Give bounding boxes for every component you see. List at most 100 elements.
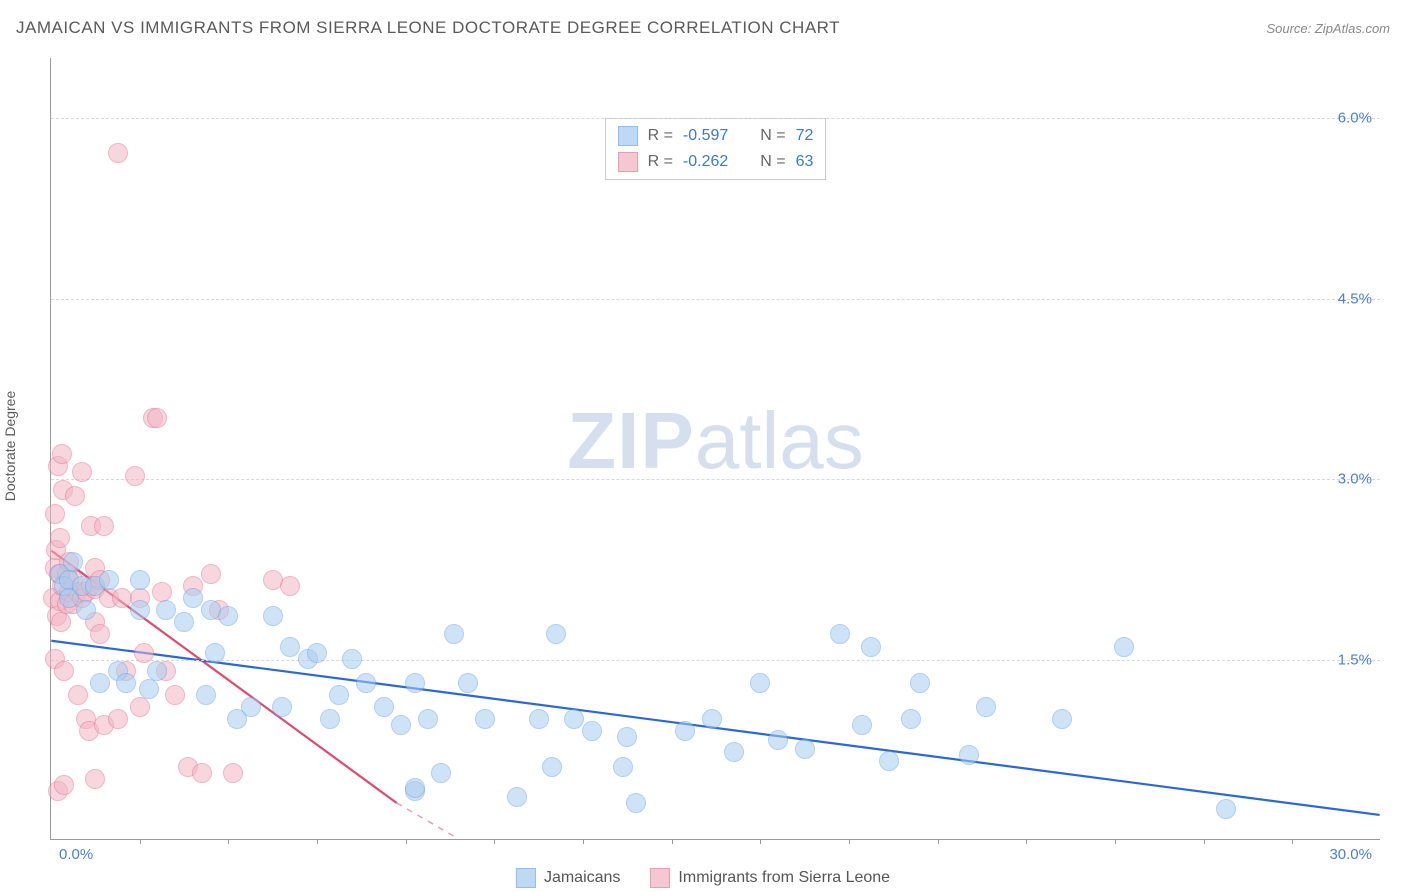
scatter-point-jamaicans (768, 730, 788, 750)
scatter-point-sierra_leone (51, 612, 71, 632)
gridline (51, 479, 1380, 480)
stats-r-value: -0.597 (683, 127, 728, 145)
x-tick-mark (1026, 839, 1027, 844)
scatter-point-sierra_leone (85, 769, 105, 789)
scatter-point-sierra_leone (130, 697, 150, 717)
scatter-point-jamaicans (391, 715, 411, 735)
scatter-point-sierra_leone (68, 685, 88, 705)
stats-r-value: -0.262 (683, 153, 728, 171)
scatter-point-jamaicans (405, 778, 425, 798)
plot-area: ZIPatlas 0.0% 30.0% R =-0.597N =72R =-0.… (50, 58, 1380, 840)
scatter-point-jamaicans (702, 709, 722, 729)
scatter-point-sierra_leone (165, 685, 185, 705)
x-tick-mark (1115, 839, 1116, 844)
x-tick-mark (583, 839, 584, 844)
scatter-point-jamaicans (852, 715, 872, 735)
stats-n-label: N = (760, 153, 785, 171)
scatter-point-jamaicans (542, 757, 562, 777)
scatter-point-jamaicans (139, 679, 159, 699)
stats-n-value: 63 (796, 153, 814, 171)
scatter-point-jamaicans (130, 600, 150, 620)
scatter-point-jamaicans (99, 570, 119, 590)
scatter-point-jamaicans (861, 637, 881, 657)
correlation-stats-box: R = -0.597 N = 72 R = -0.262 N = 63 (605, 118, 827, 180)
scatter-point-jamaicans (750, 673, 770, 693)
scatter-point-jamaicans (564, 709, 584, 729)
scatter-point-jamaicans (724, 742, 744, 762)
x-tick-mark (672, 839, 673, 844)
scatter-point-sierra_leone (50, 528, 70, 548)
legend-label-sierra-leone: Immigrants from Sierra Leone (678, 869, 890, 887)
scatter-point-jamaicans (356, 673, 376, 693)
stats-n-value: 72 (796, 127, 814, 145)
watermark-light: atlas (695, 396, 864, 485)
gridline (51, 118, 1380, 119)
scatter-point-jamaicans (475, 709, 495, 729)
scatter-point-jamaicans (405, 673, 425, 693)
scatter-point-jamaicans (795, 739, 815, 759)
x-max-label: 30.0% (1329, 846, 1372, 863)
scatter-point-jamaicans (626, 793, 646, 813)
scatter-point-jamaicans (529, 709, 549, 729)
scatter-point-jamaicans (280, 637, 300, 657)
scatter-point-jamaicans (374, 697, 394, 717)
x-tick-mark (406, 839, 407, 844)
scatter-point-jamaicans (976, 697, 996, 717)
scatter-point-sierra_leone (192, 763, 212, 783)
scatter-point-jamaicans (458, 673, 478, 693)
scatter-point-jamaicans (342, 649, 362, 669)
stats-r-label: R = (648, 127, 673, 145)
x-tick-mark (938, 839, 939, 844)
scatter-point-sierra_leone (45, 504, 65, 524)
x-tick-mark (317, 839, 318, 844)
scatter-point-jamaicans (582, 721, 602, 741)
y-tick-label: 3.0% (1338, 471, 1372, 488)
chart-title: JAMAICAN VS IMMIGRANTS FROM SIERRA LEONE… (16, 18, 840, 38)
scatter-point-sierra_leone (54, 775, 74, 795)
scatter-point-sierra_leone (65, 486, 85, 506)
scatter-point-sierra_leone (201, 564, 221, 584)
scatter-point-jamaicans (1114, 637, 1134, 657)
scatter-point-sierra_leone (108, 143, 128, 163)
scatter-point-jamaicans (675, 721, 695, 741)
x-tick-mark (1292, 839, 1293, 844)
scatter-point-sierra_leone (280, 576, 300, 596)
scatter-point-jamaicans (418, 709, 438, 729)
scatter-point-sierra_leone (223, 763, 243, 783)
scatter-point-jamaicans (959, 745, 979, 765)
scatter-point-jamaicans (147, 661, 167, 681)
scatter-point-jamaicans (320, 709, 340, 729)
x-tick-mark (228, 839, 229, 844)
stats-n-label: N = (760, 127, 785, 145)
scatter-point-sierra_leone (108, 709, 128, 729)
scatter-point-jamaicans (156, 600, 176, 620)
scatter-point-jamaicans (272, 697, 292, 717)
gridline (51, 660, 1380, 661)
chart-source: Source: ZipAtlas.com (1266, 21, 1390, 36)
scatter-point-jamaicans (901, 709, 921, 729)
scatter-point-sierra_leone (90, 624, 110, 644)
x-tick-mark (494, 839, 495, 844)
stats-r-label: R = (648, 153, 673, 171)
scatter-point-jamaicans (63, 552, 83, 572)
stats-row-jamaicans: R = -0.597 N = 72 (614, 123, 818, 149)
scatter-point-jamaicans (241, 697, 261, 717)
scatter-point-sierra_leone (72, 462, 92, 482)
scatter-point-jamaicans (507, 787, 527, 807)
x-tick-mark (140, 839, 141, 844)
scatter-point-jamaicans (910, 673, 930, 693)
watermark-bold: ZIP (567, 396, 694, 485)
scatter-point-jamaicans (1052, 709, 1072, 729)
y-tick-label: 4.5% (1338, 290, 1372, 307)
scatter-point-jamaicans (879, 751, 899, 771)
scatter-point-sierra_leone (52, 444, 72, 464)
stats-row-sierra_leone: R = -0.262 N = 63 (614, 149, 818, 175)
scatter-point-jamaicans (613, 757, 633, 777)
scatter-point-jamaicans (174, 612, 194, 632)
scatter-point-jamaicans (444, 624, 464, 644)
scatter-point-jamaicans (307, 643, 327, 663)
scatter-point-sierra_leone (94, 516, 114, 536)
scatter-point-jamaicans (218, 606, 238, 626)
scatter-point-jamaicans (130, 570, 150, 590)
scatter-point-jamaicans (1216, 799, 1236, 819)
